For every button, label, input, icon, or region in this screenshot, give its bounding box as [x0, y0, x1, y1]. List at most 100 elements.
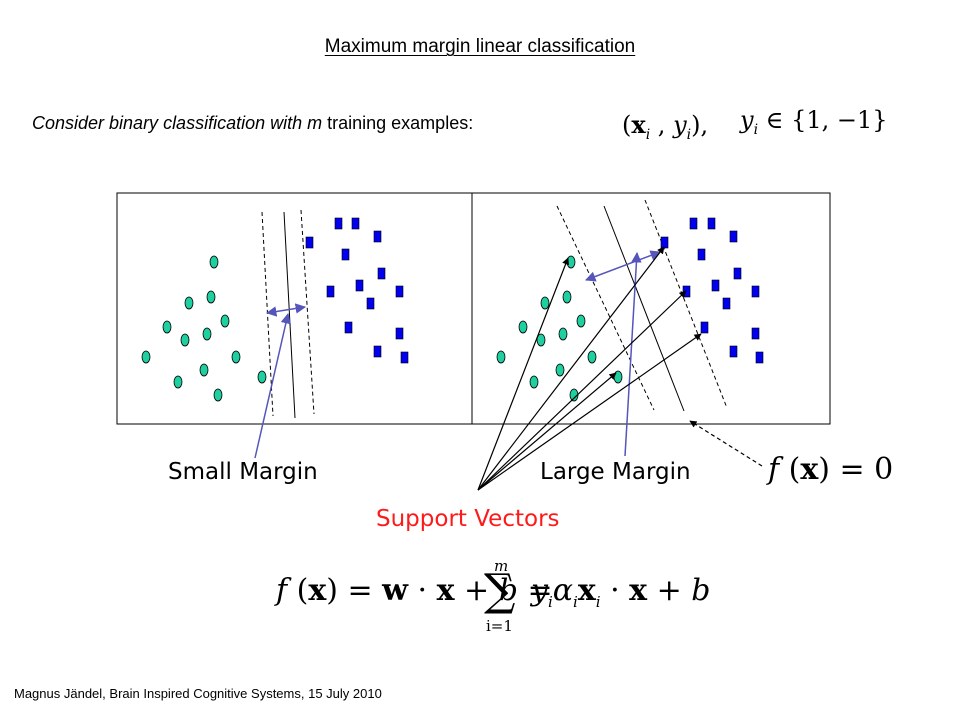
right-circle-point [576, 314, 586, 328]
right-square-point [707, 217, 716, 230]
label-set-math: yi ∈ {1, −1} [740, 106, 888, 138]
right-circle-point [613, 370, 623, 384]
left-circle-point [220, 314, 230, 328]
right-square-point [733, 267, 742, 280]
left-circle-point [213, 388, 223, 402]
pair-comma: , [650, 111, 674, 139]
left-circle-point [231, 350, 241, 364]
support-vector-arrows [477, 246, 702, 491]
pair-x: x [631, 110, 646, 139]
formula-x3: x [577, 573, 596, 608]
large-margin-pointer-arrow [624, 251, 642, 457]
right-square-point [689, 217, 698, 230]
left-square-point [341, 248, 350, 261]
left-square-point [355, 279, 364, 292]
formula-dot2: · [600, 573, 630, 608]
label-y: y [740, 106, 754, 134]
right-circle-point [540, 296, 550, 310]
right-square-point [729, 230, 738, 243]
left-circle-point [206, 290, 216, 304]
label-set: ∈ {1, −1} [758, 106, 888, 134]
label-sub-i: i [753, 121, 759, 138]
decision-boundary-pointer-arrow [689, 420, 763, 467]
formula-f: f [276, 573, 288, 608]
formula-sub-i2: i [573, 593, 578, 611]
left-square-point [366, 297, 375, 310]
left-circle-point [173, 375, 183, 389]
large-margin-label: Large Margin [540, 459, 691, 485]
formula-rhs: yiαixi · x + b [531, 573, 710, 611]
small-margin-label: Small Margin [168, 459, 318, 485]
formula-x2: x [436, 573, 455, 608]
support-vector-arrow [477, 333, 702, 491]
formula-dot1: · [408, 573, 437, 608]
pair-y: y [673, 111, 687, 139]
formula-w: w [382, 573, 408, 608]
support-vectors-label: Support Vectors [376, 506, 560, 532]
formula-y: y [531, 573, 548, 608]
left-panel [141, 209, 409, 419]
support-vector-arrow [477, 290, 687, 491]
left-square-point [351, 217, 360, 230]
right-margin-line-left [556, 205, 655, 411]
left-circle-point [202, 327, 212, 341]
intro-m: m [307, 113, 323, 133]
right-square-point [729, 345, 738, 358]
small-margin-pointer-arrow [254, 312, 292, 459]
right-circle-point [587, 350, 597, 364]
formula-open: ( [287, 573, 309, 608]
eq-rest: ) = 0 [818, 452, 894, 487]
left-margin-line-left [261, 211, 274, 417]
left-circle-point [184, 296, 194, 310]
left-circle-point [162, 320, 172, 334]
support-vector-arrow [477, 257, 570, 491]
support-vector-arrow [477, 372, 617, 491]
right-square-point [722, 297, 731, 310]
decision-boundary-equation: f (x) = 0 [768, 452, 893, 487]
left-circle-point [209, 255, 219, 269]
formula-b: b [498, 573, 518, 608]
panel-frame [116, 192, 831, 425]
formula-sub-i3: i [595, 593, 601, 611]
left-decision-line [283, 211, 296, 419]
right-square-point [751, 327, 760, 340]
left-square-point [305, 236, 314, 249]
formula-plus2: + [647, 573, 692, 608]
intro-suffix: training examples: [322, 113, 474, 133]
left-circle-point [199, 363, 209, 377]
left-circle-point [180, 333, 190, 347]
right-circle-point [558, 327, 568, 341]
right-decision-line [603, 205, 685, 412]
right-circle-point [536, 333, 546, 347]
left-square-point [395, 285, 404, 298]
slide-title: Maximum margin linear classification [324, 36, 636, 57]
pair-sub-i1: i [645, 126, 651, 143]
pair-sub-i2: i [686, 126, 692, 143]
support-vector-arrow [477, 246, 665, 491]
formula-sub-i1: i [547, 593, 553, 611]
left-margin-width-arrow [265, 303, 307, 317]
right-circle-point [566, 255, 576, 269]
training-pair-math: (xi , yi), [622, 110, 708, 143]
sum-upper-m: m [494, 557, 509, 575]
right-circle-point [562, 290, 572, 304]
right-square-point [751, 285, 760, 298]
formula-alpha: α [552, 573, 574, 608]
right-square-point [755, 351, 764, 364]
pair-close: ), [691, 111, 709, 139]
right-margin-width-arrow [585, 250, 661, 282]
left-square-point [326, 285, 335, 298]
eq-x: x [800, 452, 819, 487]
right-square-point [682, 285, 691, 298]
left-square-point [373, 345, 382, 358]
left-square-point [377, 267, 386, 280]
formula-sum-lower: i=1 [486, 617, 513, 635]
formula-plus1: + [454, 573, 499, 608]
right-square-point [700, 321, 709, 334]
right-square-point [711, 279, 720, 292]
formula-x4: x [629, 573, 648, 608]
right-circle-point [496, 350, 506, 364]
formula-sum: ∑ [484, 565, 516, 616]
left-square-point [334, 217, 343, 230]
